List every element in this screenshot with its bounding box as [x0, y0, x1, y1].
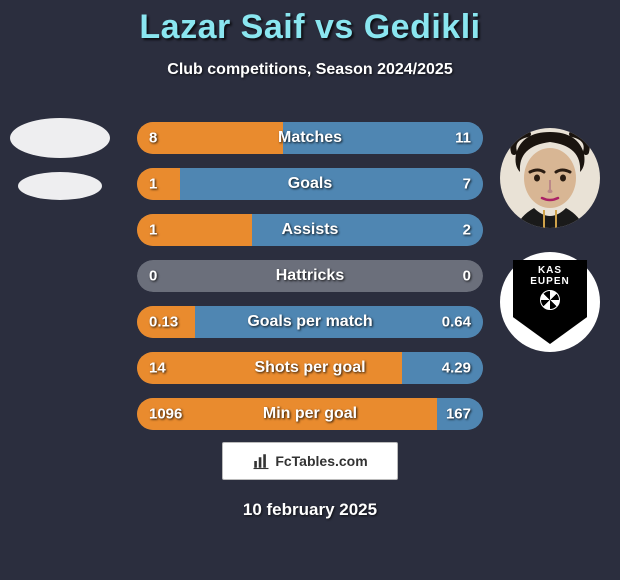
stat-label: Goals [137, 175, 483, 193]
stat-label: Min per goal [137, 405, 483, 423]
player-face-icon [500, 128, 600, 228]
stat-row: 811Matches [137, 122, 483, 154]
player-right-column: KAS EUPEN [500, 128, 600, 352]
stat-label: Shots per goal [137, 359, 483, 377]
page-title: Lazar Saif vs Gedikli [0, 0, 620, 47]
stat-label: Matches [137, 129, 483, 147]
stat-row: 144.29Shots per goal [137, 352, 483, 384]
subtitle: Club competitions, Season 2024/2025 [0, 61, 620, 79]
stat-label: Hattricks [137, 267, 483, 285]
stat-row: 17Goals [137, 168, 483, 200]
stat-row: 12Assists [137, 214, 483, 246]
soccer-ball-icon [540, 290, 560, 310]
stat-row: 0.130.64Goals per match [137, 306, 483, 338]
player-right-club-badge: KAS EUPEN [500, 252, 600, 352]
club-shield-line2: EUPEN [530, 277, 569, 288]
footer-brand-badge: FcTables.com [222, 442, 398, 480]
date-text: 10 february 2025 [0, 500, 620, 520]
stat-label: Goals per match [137, 313, 483, 331]
stat-row: 00Hattricks [137, 260, 483, 292]
bar-chart-icon [252, 452, 270, 470]
player-left-column [10, 118, 110, 214]
club-shield-icon: KAS EUPEN [513, 260, 587, 344]
stats-bar-chart: 811Matches 17Goals 12Assists 00Hattricks 0.1… [137, 122, 483, 444]
footer-brand-text: FcTables.com [275, 453, 367, 469]
player-right-avatar [500, 128, 600, 228]
stat-label: Assists [137, 221, 483, 239]
player-left-avatar-placeholder [10, 118, 110, 158]
stat-row: 1096167Min per goal [137, 398, 483, 430]
player-left-club-placeholder [18, 172, 102, 200]
club-shield-line1: KAS [538, 266, 562, 277]
